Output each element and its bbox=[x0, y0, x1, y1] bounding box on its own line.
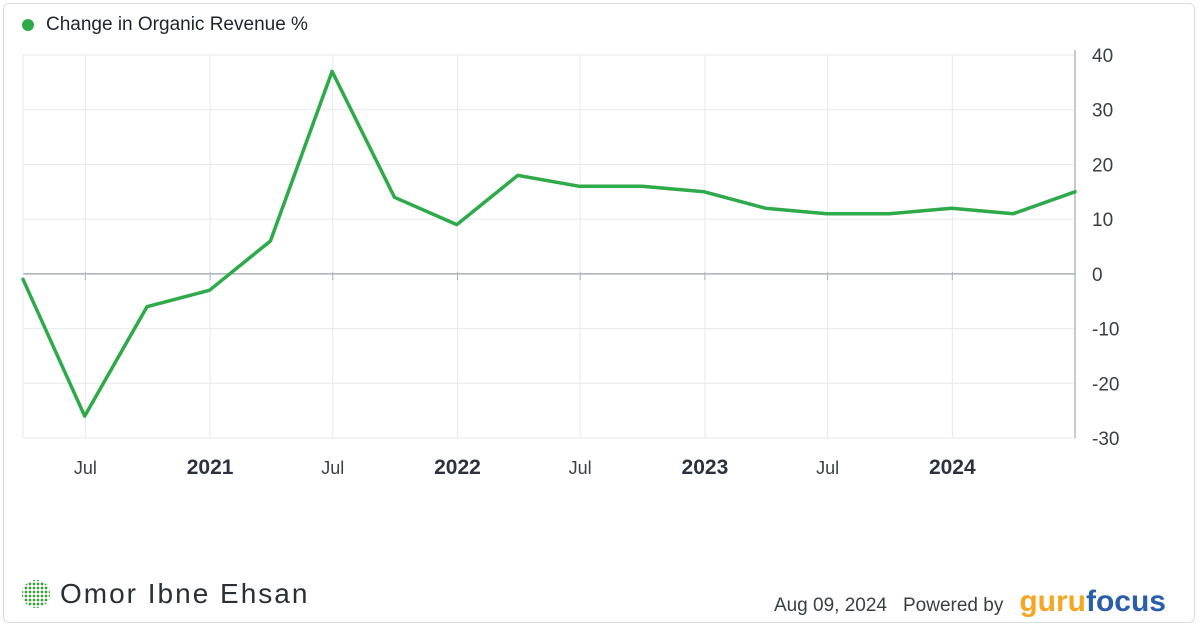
data-point[interactable] bbox=[1069, 186, 1081, 198]
data-point[interactable] bbox=[141, 301, 153, 313]
x-tick-label: Jul bbox=[816, 458, 839, 478]
brand-part-2: focus bbox=[1085, 585, 1166, 618]
data-point[interactable] bbox=[388, 191, 400, 203]
data-point[interactable] bbox=[759, 202, 771, 214]
y-tick-label: 30 bbox=[1092, 101, 1113, 122]
data-point[interactable] bbox=[264, 235, 276, 247]
chart-frame bbox=[3, 3, 1195, 623]
author-name: Omor Ibne Ehsan bbox=[60, 578, 310, 609]
data-point[interactable] bbox=[512, 169, 524, 181]
gurufocus-logo[interactable]: gurufocus bbox=[1019, 585, 1166, 619]
x-tick-label: 2022 bbox=[434, 456, 481, 479]
x-tick-label: 2023 bbox=[682, 456, 729, 479]
y-tick-label: 10 bbox=[1092, 210, 1113, 231]
brand-part-1: guru bbox=[1019, 585, 1086, 618]
data-point[interactable] bbox=[636, 180, 648, 192]
legend-marker bbox=[22, 19, 34, 31]
series-line[interactable] bbox=[21, 69, 1077, 418]
x-tick-label: 2024 bbox=[929, 456, 976, 479]
data-point[interactable] bbox=[1007, 208, 1019, 220]
data-point[interactable] bbox=[17, 273, 29, 285]
x-tick-label: 2021 bbox=[187, 456, 234, 479]
x-tick-label: Jul bbox=[321, 458, 344, 478]
y-tick-label: 0 bbox=[1092, 265, 1103, 286]
data-point[interactable] bbox=[79, 410, 91, 422]
data-point[interactable] bbox=[821, 208, 833, 220]
y-tick-label: -30 bbox=[1092, 429, 1119, 450]
y-tick-label: 20 bbox=[1092, 155, 1113, 176]
report-date: Aug 09, 2024 bbox=[773, 595, 887, 616]
axes: 40 30 20 10 0 -10 -20 -30 Jul 2021 Jul 2022 Jul 2023 J… bbox=[74, 46, 1120, 479]
x-tick-label: Jul bbox=[74, 458, 97, 478]
y-tick-label: 40 bbox=[1092, 46, 1113, 67]
powered-by-label: Powered by bbox=[902, 595, 1004, 616]
author-block: Omor Ibne Ehsan bbox=[20, 578, 309, 610]
data-point[interactable] bbox=[451, 219, 463, 231]
data-point[interactable] bbox=[203, 284, 215, 296]
footer-credits: Aug 09, 2024 Powered by gurufocus bbox=[774, 585, 1166, 619]
y-tick-label: -20 bbox=[1092, 374, 1119, 395]
series bbox=[17, 65, 1081, 422]
data-point[interactable] bbox=[883, 208, 895, 220]
data-point[interactable] bbox=[698, 186, 710, 198]
data-point[interactable] bbox=[946, 202, 958, 214]
data-point[interactable] bbox=[326, 65, 338, 77]
globe-icon bbox=[22, 580, 50, 608]
data-point[interactable] bbox=[574, 180, 586, 192]
grid bbox=[22, 54, 1075, 439]
legend-label: Change in Organic Revenue % bbox=[46, 14, 308, 35]
y-tick-label: -10 bbox=[1092, 320, 1119, 341]
legend[interactable]: Change in Organic Revenue % bbox=[22, 14, 308, 36]
x-tick-label: Jul bbox=[569, 458, 592, 478]
